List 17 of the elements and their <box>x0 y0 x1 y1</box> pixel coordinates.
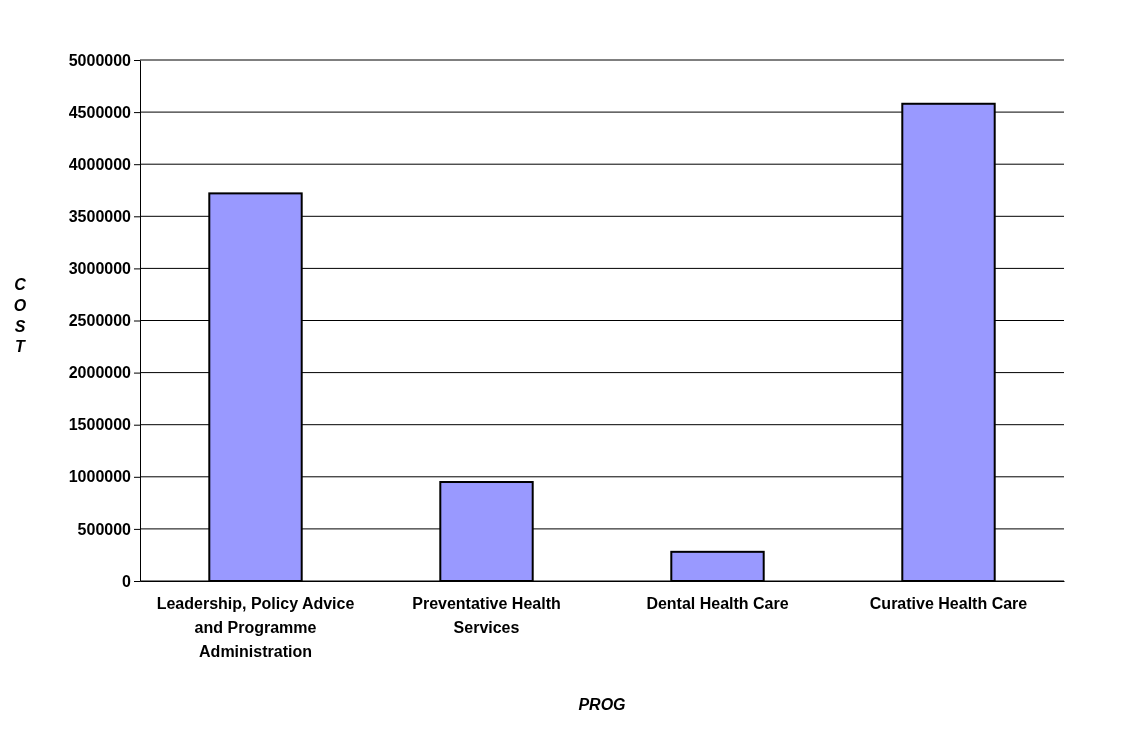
x-axis-title: PROG <box>578 696 626 713</box>
y-tick-label: 3000000 <box>68 260 132 278</box>
y-tick-label: 1000000 <box>68 468 132 486</box>
y-tick-label: 1500000 <box>68 416 132 434</box>
y-tick-label: 5000000 <box>68 51 132 69</box>
x-tick-label: Dental Health Care <box>646 595 789 613</box>
x-tick-label: Curative Health Care <box>869 595 1028 613</box>
x-tick-label: Leadership, Policy Advice and Programme Administration <box>156 595 355 661</box>
y-axis-title: COST <box>13 276 27 356</box>
x-tick-label: Preventative Health Services <box>412 595 561 637</box>
y-tick-label: 2000000 <box>68 364 132 382</box>
y-tick-label: 0 <box>122 572 132 590</box>
y-tick-label: 500000 <box>77 520 132 538</box>
y-tick-label: 4500000 <box>68 103 132 121</box>
y-tick-label: 2500000 <box>68 312 132 330</box>
y-tick-label: 4000000 <box>68 155 132 173</box>
y-tick-label: 3500000 <box>68 207 132 225</box>
